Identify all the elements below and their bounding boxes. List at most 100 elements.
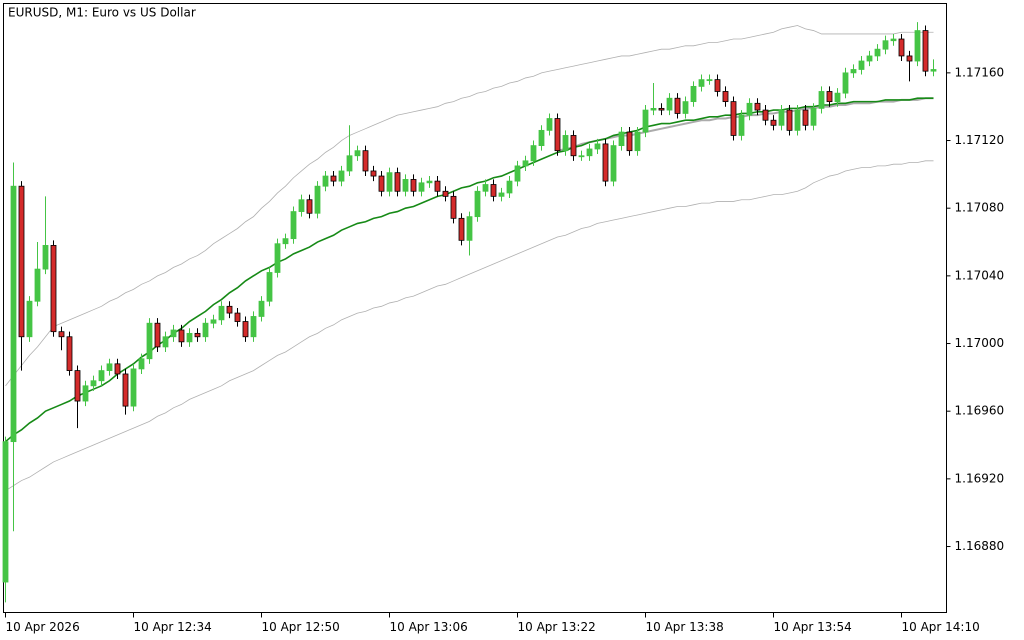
candle-body [122,373,129,407]
candle-body [906,55,913,62]
candle-body [690,85,697,103]
x-tick-label: 10 Apr 12:34 [134,620,212,634]
candle-body [218,305,225,321]
x-tick-label: 10 Apr 12:50 [262,620,340,634]
candle-body [570,135,577,157]
candle-body [578,155,585,158]
candle-body [106,363,113,371]
candle-body [338,170,345,182]
candle-body [498,192,505,197]
candle-body [74,370,81,402]
candle-body [914,30,921,62]
x-tick-label: 10 Apr 13:22 [518,620,596,634]
candle-body [370,170,377,177]
candle-body [26,300,33,338]
candle-body [282,238,289,245]
candle-body [658,107,665,111]
candles [2,22,937,603]
candle-body [698,79,705,87]
candle-body [82,385,89,402]
candle-body [466,216,473,241]
candle-body [362,150,369,172]
candle-body [426,180,433,184]
candle-body [618,131,625,146]
candle-body [458,217,465,241]
x-tick-label: 10 Apr 2026 [6,620,80,634]
candle-body [250,316,257,338]
candle-body [234,312,241,322]
candle-body [442,190,449,197]
x-tick-label: 10 Apr 13:38 [646,620,724,634]
candle-body [290,211,297,240]
candle-body [314,185,321,214]
candle-body [538,129,545,146]
candle-body [274,243,281,273]
candle-body [778,109,785,126]
candle-body [874,48,881,57]
candle-body [146,322,153,360]
candle-body [202,322,209,338]
candle-body [522,160,529,167]
candle-body [330,175,337,182]
candle-body [842,72,849,94]
y-tick-label: 1.17120 [955,133,1005,147]
candle-body [66,336,73,371]
candle-body [98,370,105,382]
plot-frame [3,3,947,613]
candle-body [2,441,9,583]
candle-body [826,91,833,103]
candle-body [18,185,25,338]
x-tick-label: 10 Apr 13:06 [390,620,468,634]
candle-body [322,175,329,187]
candle-body [666,97,673,111]
candle-body [850,69,857,74]
y-tick-label: 1.17080 [955,201,1005,215]
chart-title: EURUSD, M1: Euro vs US Dollar [8,6,196,20]
candle-body [682,101,689,114]
y-tick-label: 1.17000 [955,336,1005,350]
candle-body [186,332,193,343]
candle-body [706,79,713,82]
y-tick-label: 1.17160 [955,65,1005,79]
candle-body [562,135,569,152]
candle-body [178,329,185,343]
candle-body [514,165,521,182]
candle-body [162,336,169,348]
candle-body [818,91,825,109]
candle-body [882,40,889,50]
candle-body [746,102,753,116]
candle-body [58,331,65,338]
candle-body [530,145,537,162]
candle-body [298,199,305,212]
candle-body [730,101,737,136]
candle-body [154,322,161,348]
candle-body [170,329,177,338]
indicator-line [5,160,934,492]
candle-body [410,179,417,192]
candle-body [194,332,201,338]
candle-body [834,92,841,103]
candle-body [354,150,361,157]
candle-body [450,195,457,219]
candle-body [554,118,561,152]
candle-body [490,184,497,197]
candle-body [242,321,249,338]
x-tick-label: 10 Apr 14:10 [902,620,980,634]
candle-body [34,268,41,302]
candle-body [722,91,729,103]
candle-body [474,190,481,218]
candle-body [610,145,617,182]
candle-body [922,30,929,72]
candle-body [890,38,897,42]
y-tick-label: 1.16920 [955,471,1005,485]
candle-body [754,102,761,111]
x-tick-label: 10 Apr 13:54 [774,620,852,634]
candle-body [786,109,793,131]
candle-body [858,60,865,70]
y-tick-label: 1.17040 [955,268,1005,282]
candle-body [714,79,721,92]
candle-body [386,172,393,192]
candle-body [794,109,801,131]
candle-body [402,179,409,192]
